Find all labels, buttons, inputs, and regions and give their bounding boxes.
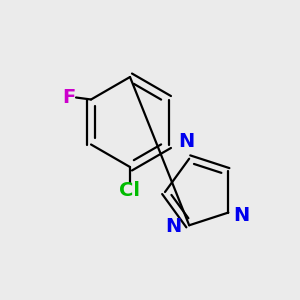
Text: F: F — [62, 88, 76, 107]
Text: N: N — [178, 132, 194, 151]
Text: Cl: Cl — [119, 182, 140, 200]
Text: N: N — [233, 206, 250, 225]
Text: N: N — [165, 217, 181, 236]
